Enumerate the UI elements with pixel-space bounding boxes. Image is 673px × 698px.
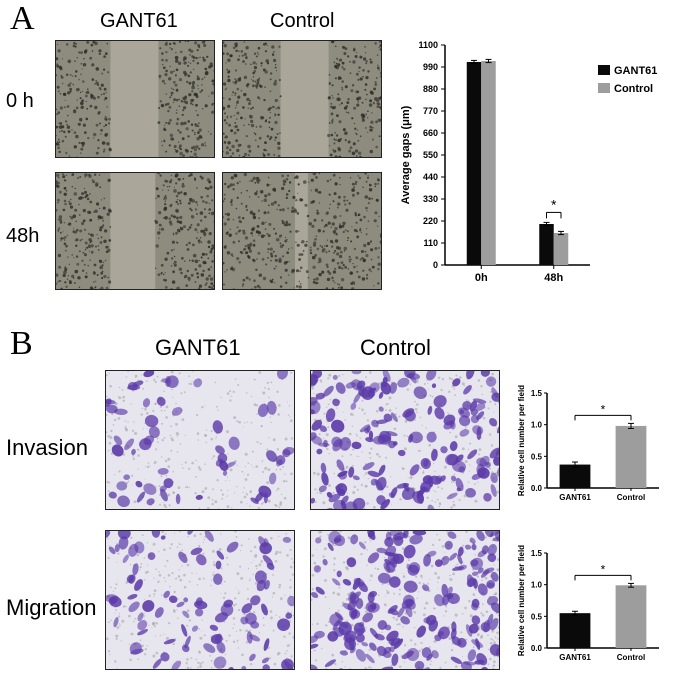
panel-a-micrograph-48h-gant61 (55, 172, 215, 290)
panel-a-row-header-48h: 48h (6, 225, 39, 248)
panel-b-col-header-control: Control (360, 335, 431, 361)
panel-b-row-header-invasion: Invasion (6, 435, 88, 461)
svg-text:1.5: 1.5 (531, 389, 543, 398)
svg-text:1.0: 1.0 (531, 581, 543, 590)
panel-b-letter: B (10, 325, 33, 363)
panel-b-row-header-migration: Migration (6, 595, 96, 621)
svg-text:48h: 48h (544, 272, 563, 284)
scratch-assay-image-icon (56, 41, 215, 158)
panel-b-migration-bar-chart: 0.0 0.5 1.0 1.5 Relative cell number per fie… (515, 535, 665, 670)
transwell-image-icon (311, 531, 500, 670)
svg-text:0.5: 0.5 (531, 452, 543, 461)
svg-text:Control: Control (617, 493, 645, 502)
panel-a-micrograph-0h-control (222, 40, 382, 158)
panel-a-col-header-gant61: GANT61 (100, 10, 178, 33)
panel-b-micrograph-migration-control (310, 530, 500, 670)
transwell-image-icon (106, 531, 295, 670)
panel-b-col-header-gant61: GANT61 (155, 335, 241, 361)
svg-text:*: * (601, 562, 606, 576)
panel-a-col-header-control: Control (270, 10, 334, 33)
svg-text:880: 880 (423, 84, 438, 94)
scratch-assay-image-icon (56, 173, 215, 290)
svg-text:1.0: 1.0 (531, 421, 543, 430)
svg-text:0.0: 0.0 (531, 484, 543, 493)
svg-text:1.5: 1.5 (531, 549, 543, 558)
svg-text:0.0: 0.0 (531, 644, 543, 653)
svg-text:*: * (551, 196, 557, 212)
panel-b-micrograph-invasion-gant61 (105, 370, 295, 510)
svg-text:770: 770 (423, 106, 438, 116)
svg-text:660: 660 (423, 128, 438, 138)
svg-text:330: 330 (423, 194, 438, 204)
svg-text:0.5: 0.5 (531, 612, 543, 621)
panel-a-micrograph-48h-control (222, 172, 382, 290)
svg-text:1100: 1100 (418, 40, 438, 50)
svg-text:0: 0 (433, 260, 438, 270)
svg-text:990: 990 (423, 62, 438, 72)
svg-text:0h: 0h (475, 272, 488, 284)
svg-text:GANT61: GANT61 (614, 65, 657, 77)
svg-text:GANT61: GANT61 (559, 653, 591, 662)
svg-text:*: * (601, 402, 606, 416)
svg-text:440: 440 (423, 172, 438, 182)
svg-text:Relative cell number per field: Relative cell number per field (517, 385, 526, 496)
svg-text:110: 110 (423, 238, 438, 248)
panel-b-micrograph-migration-gant61 (105, 530, 295, 670)
transwell-image-icon (311, 371, 500, 510)
panel-a-row-header-0h: 0 h (6, 90, 34, 113)
svg-text:Average gaps (μm): Average gaps (μm) (400, 105, 412, 204)
panel-a-letter: A (10, 0, 35, 38)
panel-b-invasion-bar-chart: 0.0 0.5 1.0 1.5 Relative cell number per fie… (515, 375, 665, 510)
panel-a-bar-chart: 0 110 220 330 440 550 660 770 880 990 1100 Average … (395, 30, 670, 295)
svg-text:Relative cell number per field: Relative cell number per field (517, 545, 526, 656)
panel-a-micrograph-0h-gant61 (55, 40, 215, 158)
svg-text:Control: Control (617, 653, 645, 662)
svg-text:220: 220 (423, 216, 438, 226)
scratch-assay-image-icon (223, 41, 382, 158)
svg-text:550: 550 (423, 150, 438, 160)
transwell-image-icon (106, 371, 295, 510)
panel-b-micrograph-invasion-control (310, 370, 500, 510)
svg-text:GANT61: GANT61 (559, 493, 591, 502)
scratch-assay-image-icon (223, 173, 382, 290)
svg-text:Control: Control (614, 83, 653, 95)
